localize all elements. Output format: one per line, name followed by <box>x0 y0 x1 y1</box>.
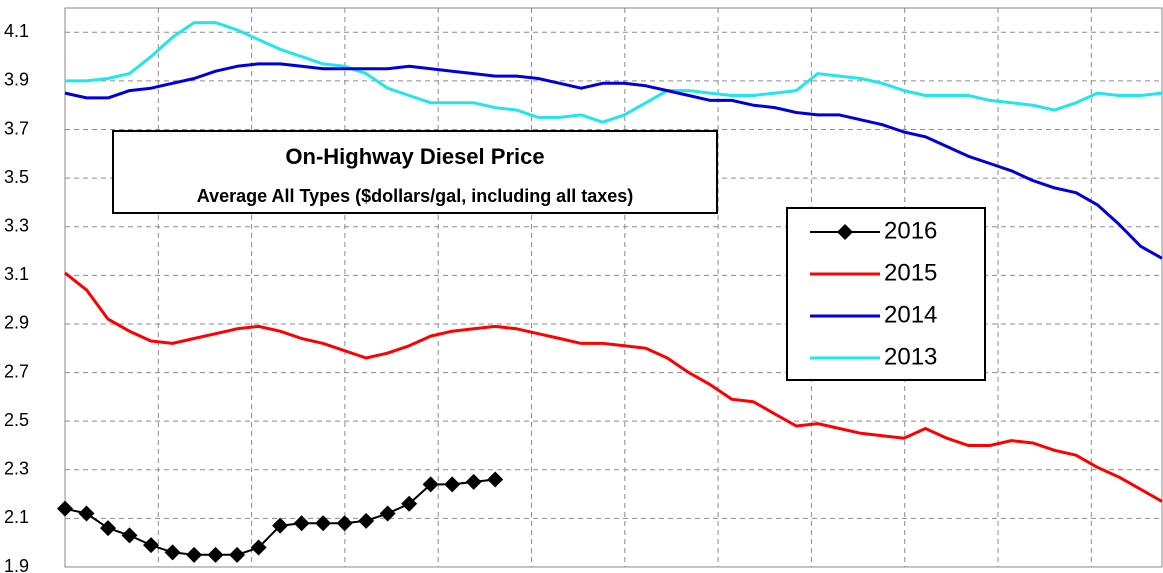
data-point <box>422 476 439 493</box>
data-point <box>78 505 95 522</box>
title-box <box>112 130 718 214</box>
data-point <box>444 476 461 493</box>
series-line <box>64 271 1163 503</box>
data-point <box>143 537 160 554</box>
legend-label: 2015 <box>884 259 937 286</box>
legend-label: 2016 <box>884 217 937 244</box>
chart-subtitle: Average All Types ($dollars/gal, includi… <box>197 186 633 206</box>
y-tick-label: 3.7 <box>4 118 29 138</box>
y-tick-label: 2.1 <box>4 507 29 527</box>
legend-label: 2013 <box>884 343 937 370</box>
data-point <box>250 539 267 556</box>
legend-marker <box>837 224 853 240</box>
y-tick-label: 3.1 <box>4 264 29 284</box>
data-point <box>57 500 73 517</box>
data-point <box>336 515 353 532</box>
data-point <box>379 505 396 522</box>
data-point <box>100 520 117 537</box>
plot-border <box>64 7 1163 568</box>
data-point <box>164 544 181 561</box>
y-tick-label: 1.9 <box>4 556 29 573</box>
data-point <box>186 546 203 563</box>
data-point <box>229 546 246 563</box>
y-tick-label: 3.9 <box>4 70 29 90</box>
series-line <box>64 62 1163 260</box>
data-point <box>358 512 375 529</box>
series-line <box>65 21 1163 124</box>
y-tick-label: 2.3 <box>4 459 29 479</box>
chart-title: On-Highway Diesel Price <box>285 144 544 169</box>
y-tick-label: 3.5 <box>4 167 29 187</box>
y-tick-label: 3.3 <box>4 215 29 235</box>
data-point <box>401 495 418 512</box>
legend-box <box>786 207 986 381</box>
y-tick-label: 4.1 <box>4 21 29 41</box>
plot-area <box>64 7 1163 568</box>
y-tick-label: 2.9 <box>4 313 29 333</box>
y-tick-label: 2.5 <box>4 410 29 430</box>
legend-label: 2014 <box>884 301 937 328</box>
data-point <box>315 515 332 532</box>
data-point <box>293 515 310 532</box>
y-tick-label: 2.7 <box>4 361 29 381</box>
data-point <box>272 517 289 534</box>
data-point <box>121 527 138 544</box>
data-point <box>207 546 224 563</box>
data-point <box>465 473 482 490</box>
data-point <box>487 471 504 488</box>
